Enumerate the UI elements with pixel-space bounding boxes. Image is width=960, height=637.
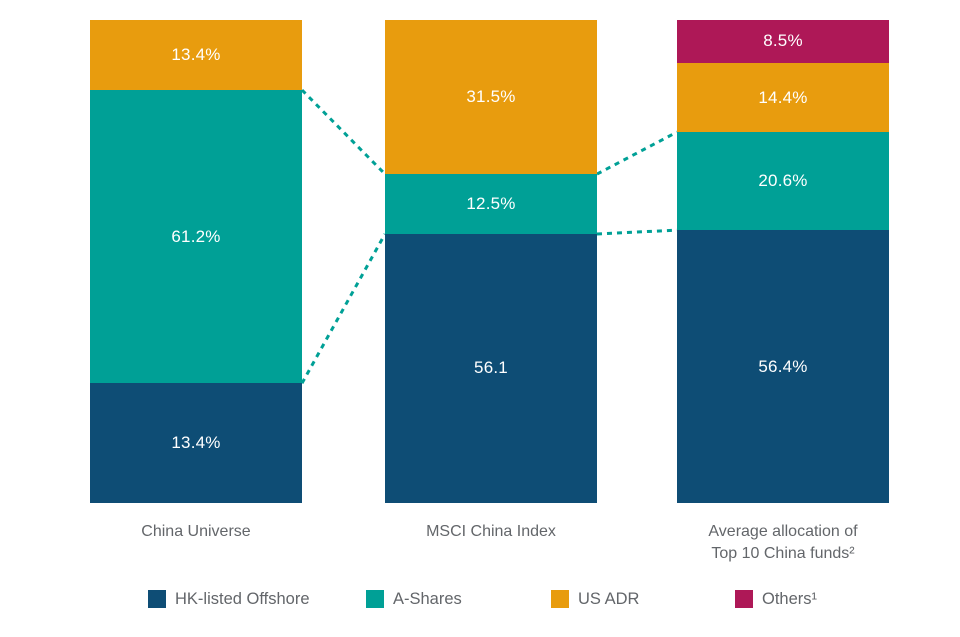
bar-segment: 13.4% xyxy=(90,383,302,503)
legend-swatch xyxy=(366,590,384,608)
segment-value-label: 8.5% xyxy=(763,31,803,51)
legend-swatch xyxy=(551,590,569,608)
legend-label: HK-listed Offshore xyxy=(175,589,310,608)
segment-value-label: 20.6% xyxy=(758,171,808,191)
connector-dashed-line xyxy=(596,228,678,236)
category-label-line: Top 10 China funds² xyxy=(711,545,855,562)
legend-item: HK-listed Offshore xyxy=(148,589,310,609)
legend-swatch xyxy=(148,590,166,608)
segment-value-label: 31.5% xyxy=(466,87,516,107)
segment-value-label: 13.4% xyxy=(171,433,221,453)
connector-dashed-line xyxy=(596,130,678,176)
segment-value-label: 13.4% xyxy=(171,45,221,65)
bar-segment: 61.2% xyxy=(90,90,302,384)
legend-item: Others¹ xyxy=(735,589,817,609)
bar-segment: 31.5% xyxy=(385,20,597,175)
bar-segment: 14.4% xyxy=(677,62,889,133)
bar-segment: 8.5% xyxy=(677,20,889,63)
legend-item: US ADR xyxy=(551,589,639,609)
connector-dashed-line xyxy=(300,233,387,384)
segment-value-label: 61.2% xyxy=(171,226,221,246)
bar-segment: 20.6% xyxy=(677,132,889,231)
legend-label: Others¹ xyxy=(762,589,818,608)
legend-item: A-Shares xyxy=(366,589,462,609)
segment-value-label: 56.1 xyxy=(474,358,508,378)
stacked-bar: 31.5% 12.5% 56.1 xyxy=(385,20,597,503)
bar-segment: 12.5% xyxy=(385,174,597,234)
category-label-line: China Universe xyxy=(141,523,251,540)
legend-swatch xyxy=(735,590,753,608)
category-label-line: Average allocation of xyxy=(708,523,858,540)
legend-label: US ADR xyxy=(578,589,640,608)
segment-value-label: 12.5% xyxy=(466,194,516,213)
bar-segment: 13.4% xyxy=(90,20,302,91)
bar-segment: 56.4% xyxy=(677,230,889,503)
category-label: Average allocation of Top 10 China funds² xyxy=(623,521,943,565)
connector-dashed-line xyxy=(300,88,387,176)
bar-segment: 56.1 xyxy=(385,233,597,503)
legend-label: A-Shares xyxy=(393,589,462,608)
segment-value-label: 14.4% xyxy=(758,87,808,107)
category-label-line: MSCI China Index xyxy=(426,523,556,540)
category-label: China Universe xyxy=(36,521,356,543)
segment-value-label: 56.4% xyxy=(758,356,808,376)
stacked-bar: 8.5% 14.4% 20.6% 56.4% xyxy=(677,20,889,503)
category-label: MSCI China Index xyxy=(331,521,651,543)
stacked-bar: 13.4% 61.2% 13.4% xyxy=(90,20,302,503)
